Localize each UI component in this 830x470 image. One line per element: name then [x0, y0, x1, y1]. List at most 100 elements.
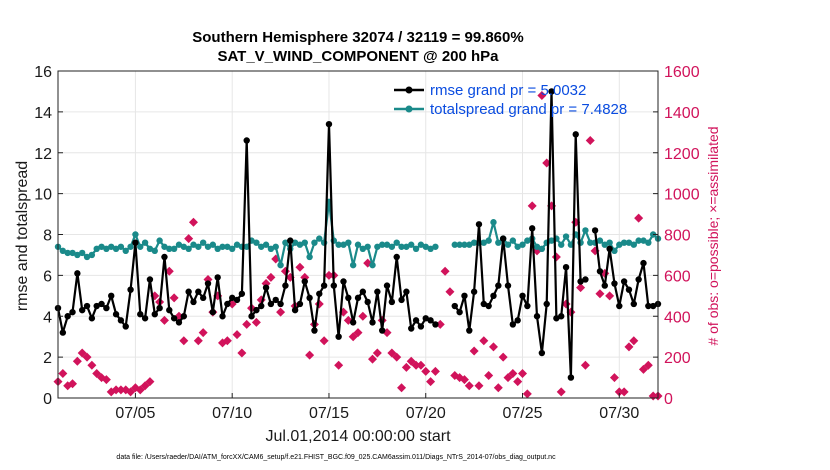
obs-count-marker — [474, 381, 484, 391]
rmse-point — [282, 282, 289, 289]
chart-subtitle: SAT_V_WIND_COMPONENT @ 200 hPa — [217, 48, 499, 65]
rmse-point — [277, 300, 284, 308]
rmse-point — [558, 313, 565, 320]
totalspread-point — [151, 247, 158, 255]
totalspread-point — [640, 237, 647, 244]
rmse-point — [456, 308, 463, 316]
rmse-point — [504, 282, 512, 289]
rmse-point — [93, 302, 100, 310]
legend-spread-marker — [405, 105, 413, 113]
obs-count-marker — [634, 213, 644, 223]
obs-count-marker — [624, 342, 634, 352]
obs-count-marker — [324, 270, 334, 280]
rmse-point — [625, 286, 633, 293]
totalspread-point — [170, 245, 178, 253]
data-file-footer: data file: /Users/raeder/DAI/ATM_forcXX/… — [116, 454, 556, 461]
chart-title: Southern Hemisphere 32074 / 32119 = 99.8… — [192, 29, 523, 46]
totalspread-point — [277, 261, 284, 269]
rmse-point — [306, 294, 313, 302]
totalspread-point — [267, 245, 275, 253]
obs-count-marker — [358, 311, 368, 321]
rmse-point — [349, 319, 357, 326]
y2-tick-label: 1000 — [664, 187, 700, 204]
rmse-point — [272, 296, 279, 304]
totalspread-point — [228, 245, 236, 253]
rmse-point — [616, 302, 623, 310]
totalspread-point — [466, 241, 473, 248]
rmse-point — [490, 292, 497, 300]
rmse-point — [553, 315, 560, 322]
obs-count-markers — [53, 91, 663, 401]
obs-count-marker — [464, 381, 474, 391]
obs-count-marker — [430, 366, 440, 376]
totalspread-point — [335, 241, 342, 248]
rmse-line — [453, 90, 586, 379]
totalspread-point — [83, 253, 91, 261]
obs-count-marker — [484, 371, 494, 381]
totalspread-point — [311, 239, 318, 246]
rmse-point — [112, 311, 120, 318]
rmse-point — [224, 300, 231, 308]
obs-count-marker — [232, 330, 242, 340]
rmse-point — [335, 333, 342, 340]
obs-count-marker — [426, 377, 436, 387]
obs-count-marker — [580, 360, 590, 370]
x-tick-label: 07/15 — [309, 405, 349, 422]
rmse-point — [408, 325, 415, 332]
x-tick-label: 07/30 — [599, 405, 639, 422]
y2-tick-label: 0 — [664, 391, 673, 408]
totalspread-point — [630, 241, 638, 248]
obs-count-marker — [179, 336, 189, 346]
totalspread-point — [103, 245, 110, 253]
rmse-point — [108, 292, 115, 300]
totalspread-point — [112, 245, 120, 253]
obs-count-marker — [82, 352, 92, 362]
totalspread-series — [54, 198, 662, 269]
totalspread-point — [354, 241, 362, 248]
obs-count-marker — [556, 387, 566, 397]
totalspread-point — [199, 239, 207, 246]
rmse-point — [69, 308, 76, 316]
totalspread-point — [582, 227, 589, 234]
obs-count-marker — [159, 315, 169, 325]
rmse-point — [635, 276, 642, 283]
rmse-point — [127, 286, 134, 293]
obs-count-marker — [169, 293, 179, 303]
totalspread-point — [345, 239, 352, 246]
rmse-point — [432, 321, 439, 328]
rmse-point — [98, 300, 105, 308]
obs-count-marker — [353, 328, 363, 338]
rmse-point — [620, 278, 628, 285]
totalspread-point — [412, 245, 420, 253]
rmse-point — [451, 302, 458, 310]
totalspread-point — [398, 243, 405, 250]
totalspread-point — [620, 239, 628, 246]
rmse-point — [185, 288, 192, 295]
rmse-point — [495, 282, 502, 289]
rmse-point — [262, 284, 270, 291]
obs-count-marker — [614, 387, 624, 397]
totalspread-point — [180, 243, 188, 250]
obs-count-marker — [609, 373, 619, 383]
rmse-point — [345, 294, 352, 302]
rmse-point — [649, 302, 657, 310]
rmse-point — [422, 315, 429, 322]
x-axis-ticks: 07/05 07/10 07/15 07/20 07/25 07/30 — [115, 393, 639, 422]
rmse-point — [199, 294, 207, 302]
totalspread-point — [98, 243, 105, 250]
rmse-point — [233, 296, 241, 304]
obs-count-marker — [334, 360, 344, 370]
legend-spread-label: totalspread grand pr = 7.4828 — [430, 101, 627, 118]
obs-count-marker — [605, 291, 615, 301]
rmse-point — [219, 313, 226, 320]
totalspread-point — [88, 251, 96, 259]
totalspread-point — [504, 241, 512, 248]
rmse-point — [519, 292, 526, 300]
totalspread-point — [137, 243, 144, 250]
totalspread-point — [417, 241, 425, 248]
totalspread-point — [175, 241, 183, 248]
rmse-point — [577, 278, 584, 285]
totalspread-point — [166, 245, 173, 253]
obs-count-marker — [87, 360, 97, 370]
